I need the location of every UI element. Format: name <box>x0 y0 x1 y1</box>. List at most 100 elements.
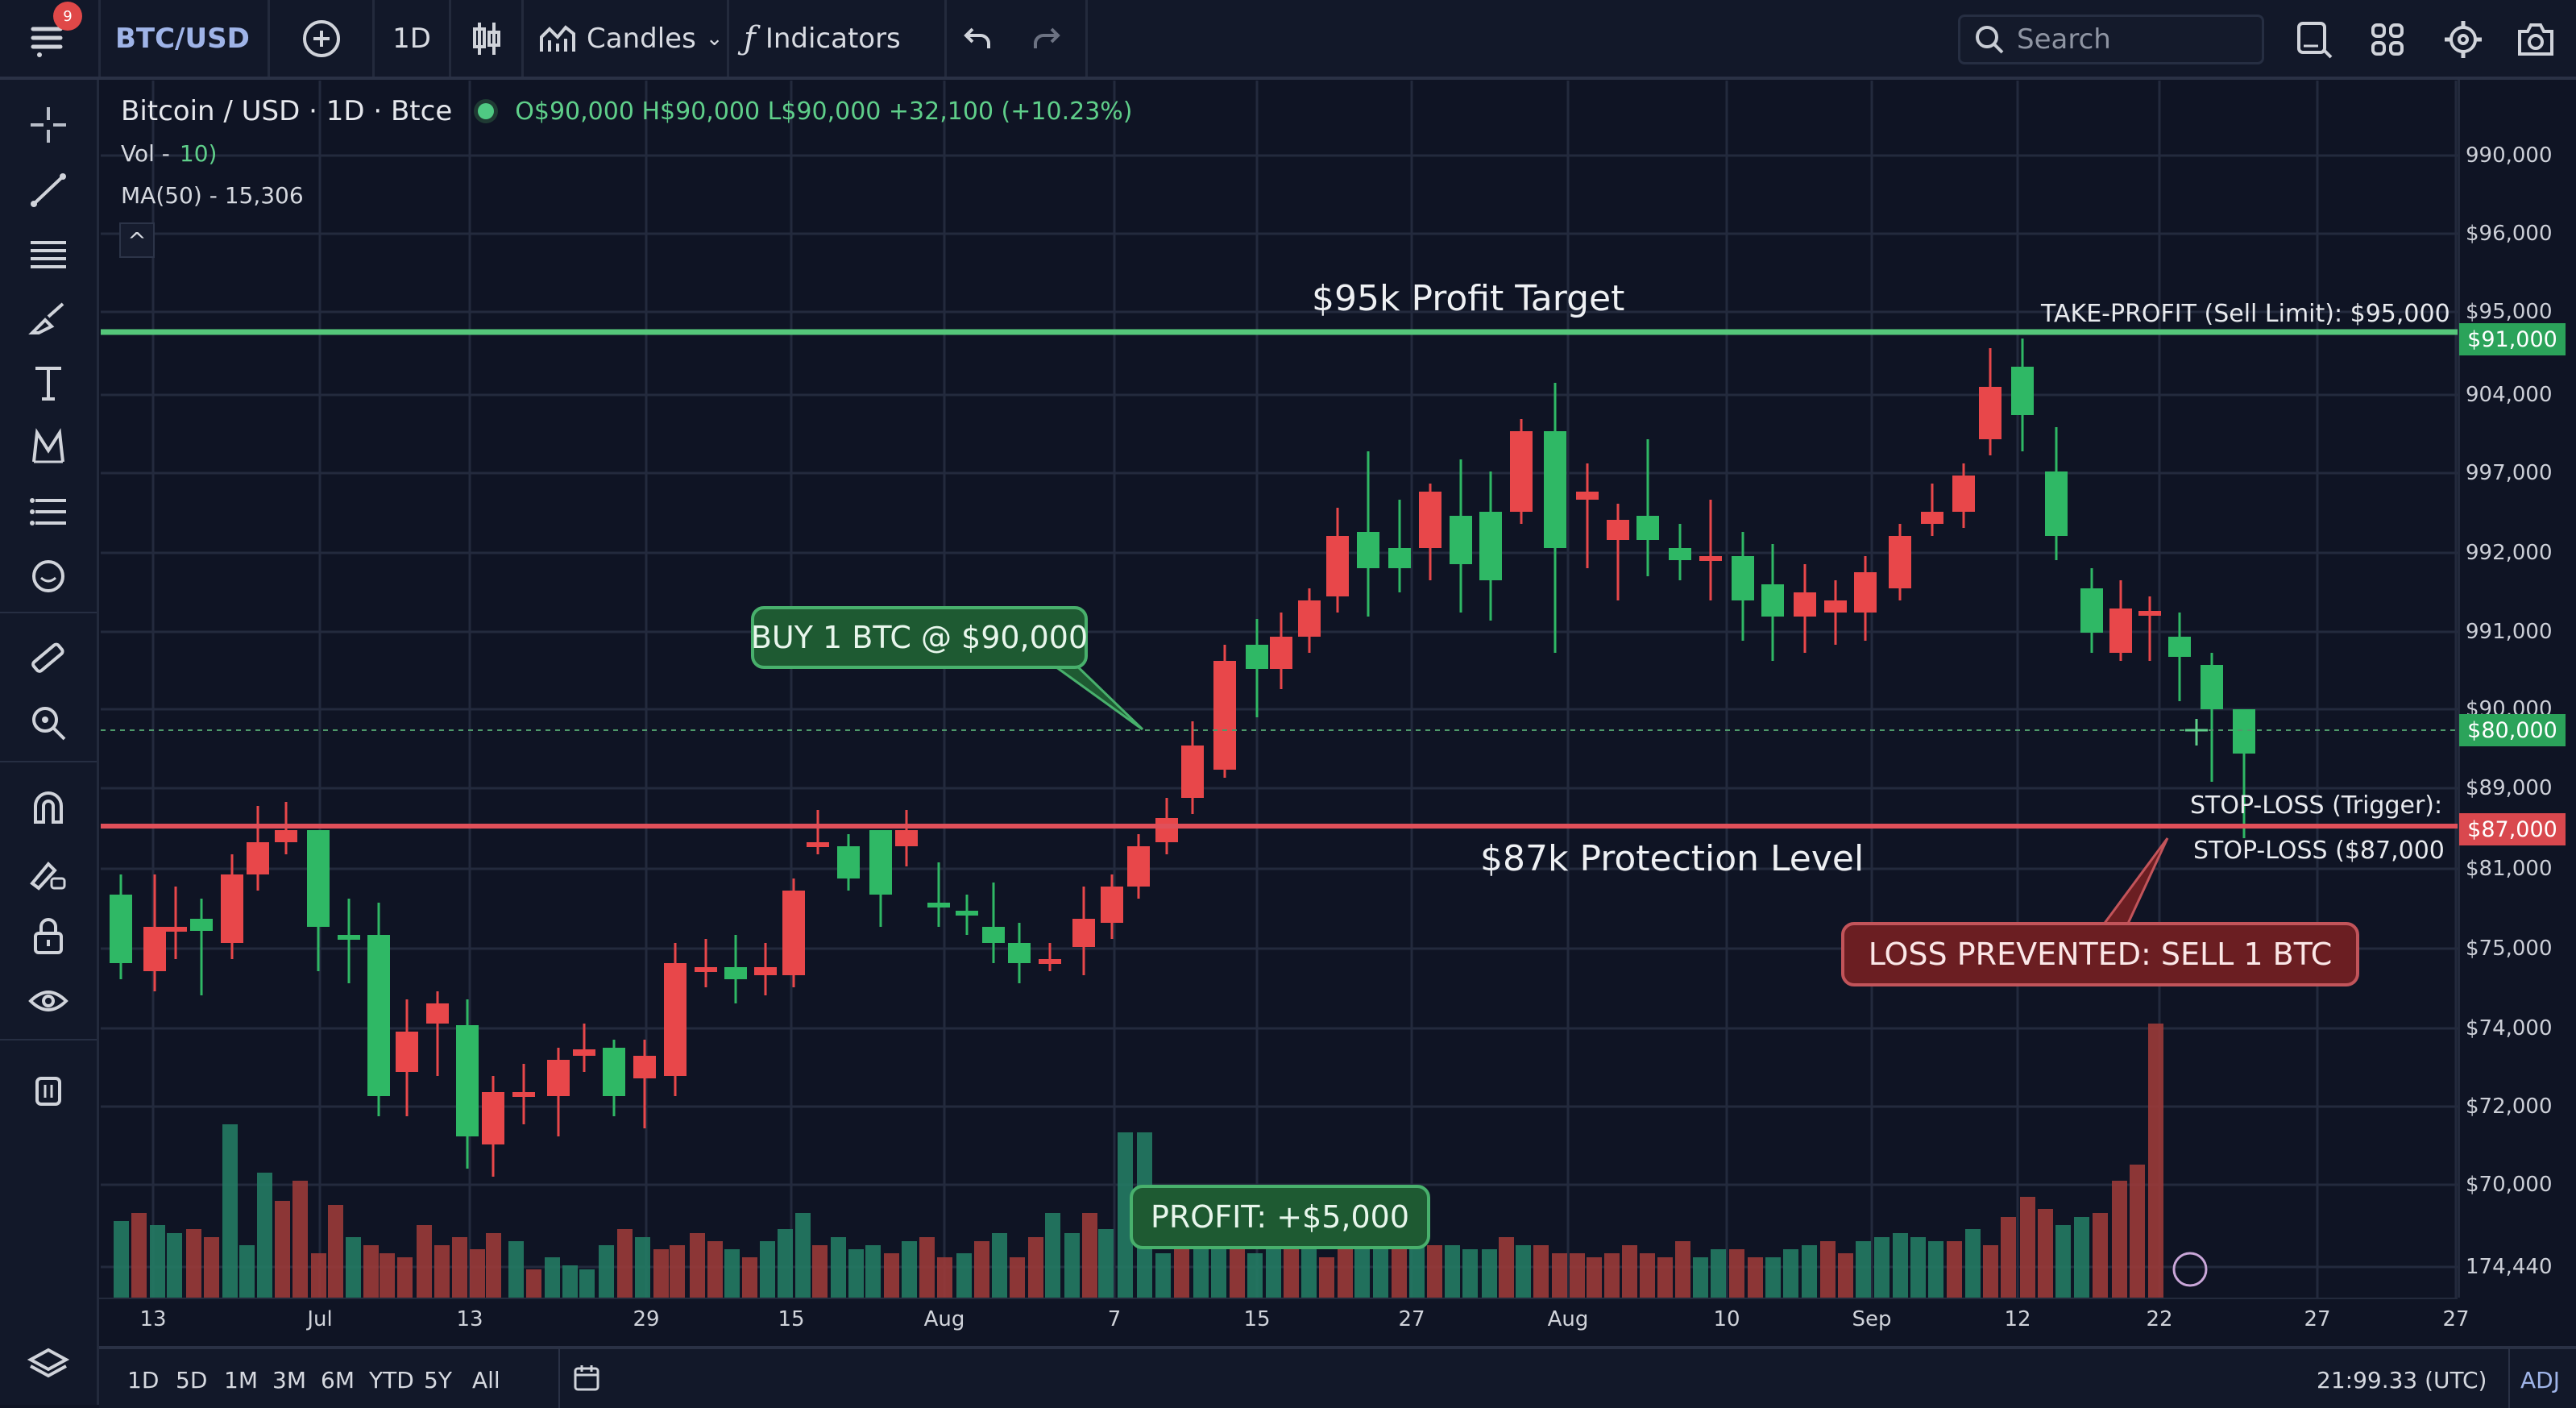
price-axis[interactable] <box>2458 80 2576 1298</box>
text-tool[interactable] <box>23 360 74 405</box>
time-label: 29 <box>633 1307 660 1331</box>
volume-bar <box>937 1257 952 1298</box>
bar-style-button[interactable] <box>451 0 524 77</box>
volume-bar <box>1427 1245 1442 1298</box>
candle-body <box>2045 471 2068 536</box>
screener-button[interactable] <box>2287 15 2343 64</box>
crosshair-tool[interactable] <box>23 102 74 147</box>
ohlc-values: O$90,000 H$90,000 L$90,000 +32,100 (+10.… <box>515 97 1133 126</box>
candle-body <box>307 830 330 927</box>
time-label: 13 <box>139 1307 167 1331</box>
volume-bar <box>1729 1249 1744 1298</box>
object-tree-button[interactable] <box>23 1337 74 1382</box>
volume-bar <box>2055 1225 2071 1298</box>
utc-clock[interactable]: 21:99.33 (UTC) <box>2317 1367 2487 1393</box>
candle-body <box>1039 959 1061 964</box>
range-button-5d[interactable]: 5D <box>176 1367 208 1393</box>
candle-body <box>869 830 892 895</box>
trend-line-tool[interactable] <box>23 167 74 212</box>
volume-bar <box>1284 1245 1299 1298</box>
volume-bar <box>974 1241 989 1298</box>
remove-drawings-tool[interactable] <box>23 1067 74 1112</box>
volume-bar <box>956 1253 972 1298</box>
stop-loss-order-label[interactable]: STOP-LOSS ($87,000 <box>2193 837 2445 865</box>
time-label: 27 <box>1398 1307 1425 1331</box>
brush-tool[interactable] <box>23 296 74 341</box>
hide-drawings-tool[interactable] <box>23 978 74 1024</box>
go-to-date-button[interactable] <box>566 1360 607 1396</box>
volume-bar <box>2038 1209 2053 1298</box>
stay-in-drawing-tool[interactable] <box>23 849 74 895</box>
magnet-tool[interactable] <box>23 785 74 830</box>
bottom-divider <box>2508 1349 2510 1408</box>
compare-symbol-button[interactable] <box>270 0 375 77</box>
horizontal-lines-tool[interactable] <box>23 231 74 276</box>
indicators-button[interactable]: ƒ Indicators <box>729 0 947 77</box>
profit-callout[interactable]: PROFIT: +$5,000 <box>1130 1185 1430 1249</box>
candle-body <box>190 919 213 931</box>
volume-bar <box>2148 1024 2163 1298</box>
search-input[interactable]: Search <box>1958 15 2264 64</box>
loss-prevented-callout[interactable]: LOSS PREVENTED: SELL 1 BTC <box>1841 922 2359 986</box>
market-status-dot <box>478 103 495 119</box>
emoji-tool[interactable] <box>23 554 74 599</box>
range-button-6m[interactable]: 6M <box>321 1367 355 1393</box>
time-label: 15 <box>1243 1307 1271 1331</box>
buy-order-callout[interactable]: BUY 1 BTC @ $90,000 <box>751 606 1088 669</box>
volume-bar <box>724 1249 740 1298</box>
volume-bar <box>848 1249 864 1298</box>
undo-button[interactable] <box>947 0 1007 77</box>
range-button-1d[interactable]: 1D <box>127 1367 160 1393</box>
legend-collapse-button[interactable]: ^ <box>119 222 155 258</box>
snapshot-button[interactable] <box>2508 15 2564 64</box>
fib-levels-icon <box>27 491 69 533</box>
price-label: 990,000 <box>2466 143 2553 168</box>
range-button-5y[interactable]: 5Y <box>424 1367 452 1393</box>
range-button-1m[interactable]: 1M <box>224 1367 258 1393</box>
lock-drawings-tool[interactable] <box>23 914 74 959</box>
candle-body <box>603 1048 625 1096</box>
toolbar-divider <box>0 761 97 762</box>
volume-bar <box>1783 1249 1798 1298</box>
chart-type-dropdown[interactable]: Candles ⌄ <box>524 0 729 77</box>
volume-bar <box>1552 1253 1567 1298</box>
time-label: Jul <box>307 1307 333 1331</box>
measure-tool[interactable] <box>23 636 74 681</box>
interval-selector[interactable]: 1D <box>375 0 451 77</box>
range-button-3m[interactable]: 3M <box>272 1367 306 1393</box>
pattern-tool[interactable] <box>23 425 74 470</box>
price-label: $81,000 <box>2466 857 2553 881</box>
time-axis[interactable] <box>99 1298 2458 1348</box>
volume-bar <box>1675 1241 1690 1298</box>
range-button-all[interactable]: All <box>472 1367 500 1393</box>
price-label: 991,000 <box>2466 620 2553 644</box>
volume-bar <box>1604 1253 1620 1298</box>
layout-grid-button[interactable] <box>2359 15 2416 64</box>
price-label: $75,000 <box>2466 937 2553 961</box>
volume-bar <box>1098 1229 1114 1298</box>
volume-bar <box>742 1257 757 1298</box>
volume-bar <box>526 1269 541 1298</box>
candle-body <box>1854 572 1877 613</box>
symbol-selector[interactable]: BTC/USD <box>101 0 270 77</box>
volume-bar <box>1482 1249 1497 1298</box>
volume-bar <box>1965 1229 1981 1298</box>
volume-bar <box>1118 1132 1133 1298</box>
take-profit-order-label[interactable]: TAKE-PROFIT (Sell Limit): $95,000 <box>2041 300 2450 328</box>
volume-bar <box>1838 1253 1853 1298</box>
range-button-ytd[interactable]: YTD <box>369 1367 414 1393</box>
fib-tool[interactable] <box>23 489 74 534</box>
zoom-tool[interactable] <box>23 700 74 746</box>
candle-body <box>1270 637 1292 669</box>
candle-body <box>1607 520 1629 540</box>
price-label: 992,000 <box>2466 541 2553 565</box>
candle-body <box>1699 556 1722 561</box>
adjust-data-toggle[interactable]: ADJ <box>2520 1367 2560 1393</box>
menu-button[interactable]: 9 <box>0 0 101 77</box>
stop-loss-trigger-label[interactable]: STOP-LOSS (Trigger): <box>2190 791 2443 820</box>
volume-bar <box>599 1245 614 1298</box>
price-label: $72,000 <box>2466 1094 2553 1119</box>
redo-button[interactable] <box>1007 0 1088 77</box>
settings-button[interactable] <box>2435 15 2491 64</box>
